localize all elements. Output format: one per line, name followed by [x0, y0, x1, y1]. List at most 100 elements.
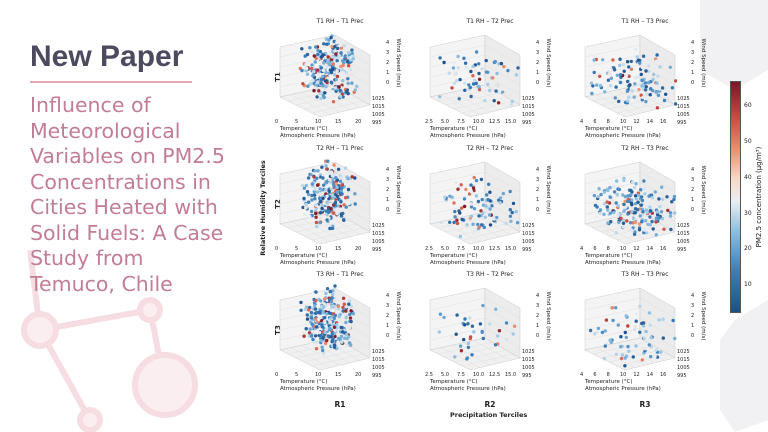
data-point	[604, 318, 609, 322]
colorbar-tick: 30	[744, 209, 752, 217]
data-point	[339, 334, 344, 339]
wind-tick: 4	[691, 167, 695, 173]
data-point	[321, 289, 325, 294]
data-point	[462, 204, 467, 209]
data-point	[466, 322, 470, 326]
data-point	[654, 217, 658, 221]
col-label: R3	[639, 400, 651, 409]
wind-tick: 2	[386, 313, 390, 319]
data-point	[656, 93, 661, 98]
data-point	[622, 202, 626, 207]
data-point	[607, 72, 611, 76]
data-point	[614, 201, 618, 205]
data-point	[665, 70, 669, 74]
data-point	[324, 164, 328, 168]
data-point	[474, 194, 479, 198]
data-point	[659, 350, 663, 354]
data-point	[615, 193, 619, 197]
data-point	[477, 71, 481, 76]
data-point	[329, 80, 333, 84]
data-point	[317, 89, 321, 93]
data-point	[470, 324, 475, 328]
pressure-tick: 1015	[372, 231, 385, 237]
data-point	[335, 69, 339, 73]
data-point	[313, 304, 317, 308]
data-point	[458, 77, 462, 82]
data-point	[495, 215, 499, 220]
data-point	[488, 207, 492, 211]
data-point	[344, 320, 348, 325]
data-point	[620, 353, 625, 357]
divider	[30, 81, 192, 83]
data-point	[302, 331, 306, 335]
data-point	[339, 43, 343, 47]
data-point	[344, 305, 348, 309]
wind-tick: 0	[386, 80, 390, 86]
data-point	[315, 95, 319, 99]
wind-tick: 0	[536, 80, 540, 86]
temp-tick: 5	[295, 372, 299, 378]
y-axis-label: Atmospheric Pressure (hPa)	[430, 133, 506, 139]
data-point	[450, 335, 454, 339]
pressure-tick: 1025	[677, 96, 690, 102]
data-point	[633, 324, 637, 329]
data-point	[497, 329, 502, 333]
x-axis-label: Temperature (°C)	[585, 126, 633, 132]
data-point	[605, 205, 609, 209]
data-point	[477, 87, 482, 92]
panel-title: T1 RH – T3 Prec	[621, 18, 669, 25]
data-point	[322, 351, 326, 356]
data-point	[510, 210, 514, 215]
data-point	[344, 205, 348, 209]
scatter3d-panel	[584, 287, 677, 371]
data-point	[661, 317, 665, 321]
colorbar-tick: 10	[744, 280, 752, 288]
data-point	[492, 179, 497, 184]
data-point	[592, 193, 597, 198]
temp-tick: 7.5	[457, 372, 465, 378]
z-axis-label: Wind Speed (m/s)	[700, 38, 706, 88]
data-point	[334, 176, 338, 180]
data-point	[339, 325, 343, 330]
title-line: Concentrations in	[30, 169, 211, 194]
pressure-tick: 1005	[677, 239, 690, 245]
data-point	[483, 215, 487, 219]
pressure-tick: 995	[522, 120, 532, 126]
data-point	[453, 355, 457, 359]
data-point	[338, 94, 343, 99]
data-point	[651, 227, 655, 231]
data-point	[480, 223, 484, 227]
data-point	[312, 89, 316, 93]
data-point	[469, 202, 473, 206]
z-axis-label: Wind Speed (m/s)	[700, 291, 706, 341]
data-point	[629, 216, 633, 220]
data-point	[636, 58, 641, 62]
data-point	[326, 60, 330, 64]
data-point	[442, 315, 446, 320]
data-point	[465, 215, 469, 220]
data-point	[481, 303, 485, 308]
data-point	[316, 190, 320, 194]
wind-tick: 4	[386, 293, 390, 299]
scatter3d-panel	[429, 287, 521, 371]
data-point	[492, 217, 496, 221]
data-point	[336, 204, 340, 208]
data-point	[655, 53, 659, 57]
pressure-tick: 1005	[372, 365, 385, 371]
data-point	[634, 182, 638, 186]
data-point	[306, 84, 310, 88]
data-point	[325, 338, 329, 343]
data-point	[302, 334, 306, 338]
data-point	[332, 211, 336, 215]
data-point	[350, 51, 354, 56]
pressure-tick: 1015	[372, 104, 385, 110]
data-point	[341, 296, 346, 300]
data-point	[633, 202, 638, 206]
data-point	[629, 59, 633, 64]
data-point	[468, 335, 473, 339]
data-point	[510, 99, 514, 104]
data-point	[336, 167, 341, 171]
data-point	[335, 58, 339, 63]
data-point	[345, 336, 349, 341]
data-point	[608, 195, 612, 199]
